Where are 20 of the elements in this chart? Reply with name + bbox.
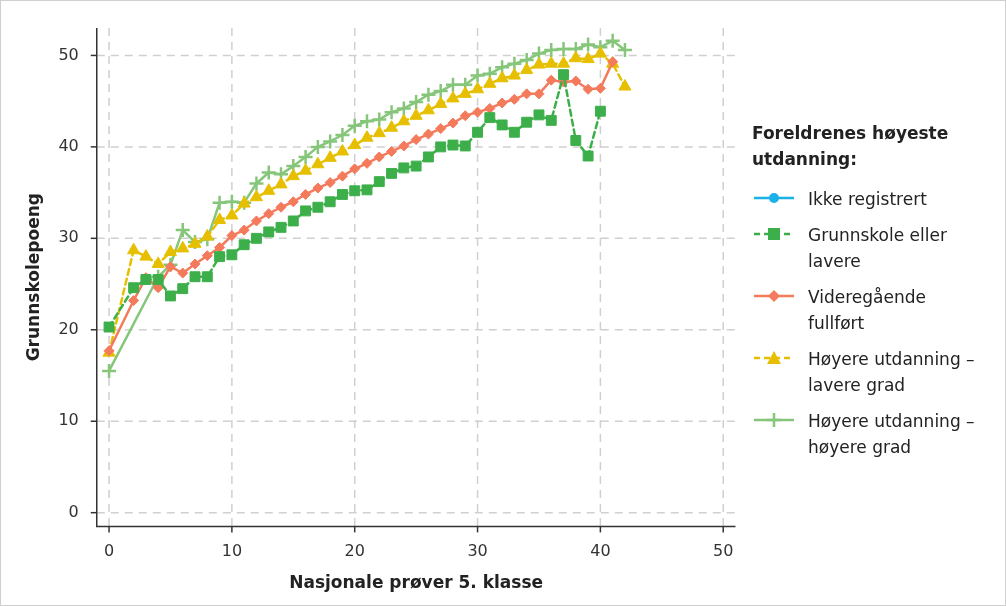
- y-tick-label: 20: [58, 318, 79, 338]
- legend-title: Foreldrenes høyeste utdanning:: [752, 122, 950, 171]
- legend-label: Høyere utdanning – høyere grad: [808, 410, 976, 459]
- y-tick-label: 50: [58, 44, 79, 64]
- y-tick-label: 30: [58, 227, 79, 247]
- y-tick-label: 40: [58, 136, 79, 156]
- y-axis-title: Grunnskolepoeng: [22, 193, 43, 362]
- x-axis-title: Nasjonale prøver 5. klasse: [289, 572, 544, 593]
- x-tick-label: 10: [221, 541, 243, 561]
- y-tick-label: 0: [68, 501, 79, 521]
- x-tick-label: 40: [590, 541, 611, 561]
- x-tick-label: 0: [103, 541, 115, 561]
- x-tick-label: 20: [344, 541, 365, 561]
- legend-label: Ikke registrert: [808, 188, 928, 211]
- x-tick-label: 30: [467, 541, 488, 561]
- x-tick-label: 50: [713, 541, 734, 561]
- legend-label: Grunnskole eller lavere: [808, 224, 948, 273]
- legend-label: Videregående fullført: [808, 286, 927, 335]
- y-tick-label: 10: [58, 410, 79, 430]
- legend-label: Høyere utdanning – lavere grad: [808, 348, 976, 397]
